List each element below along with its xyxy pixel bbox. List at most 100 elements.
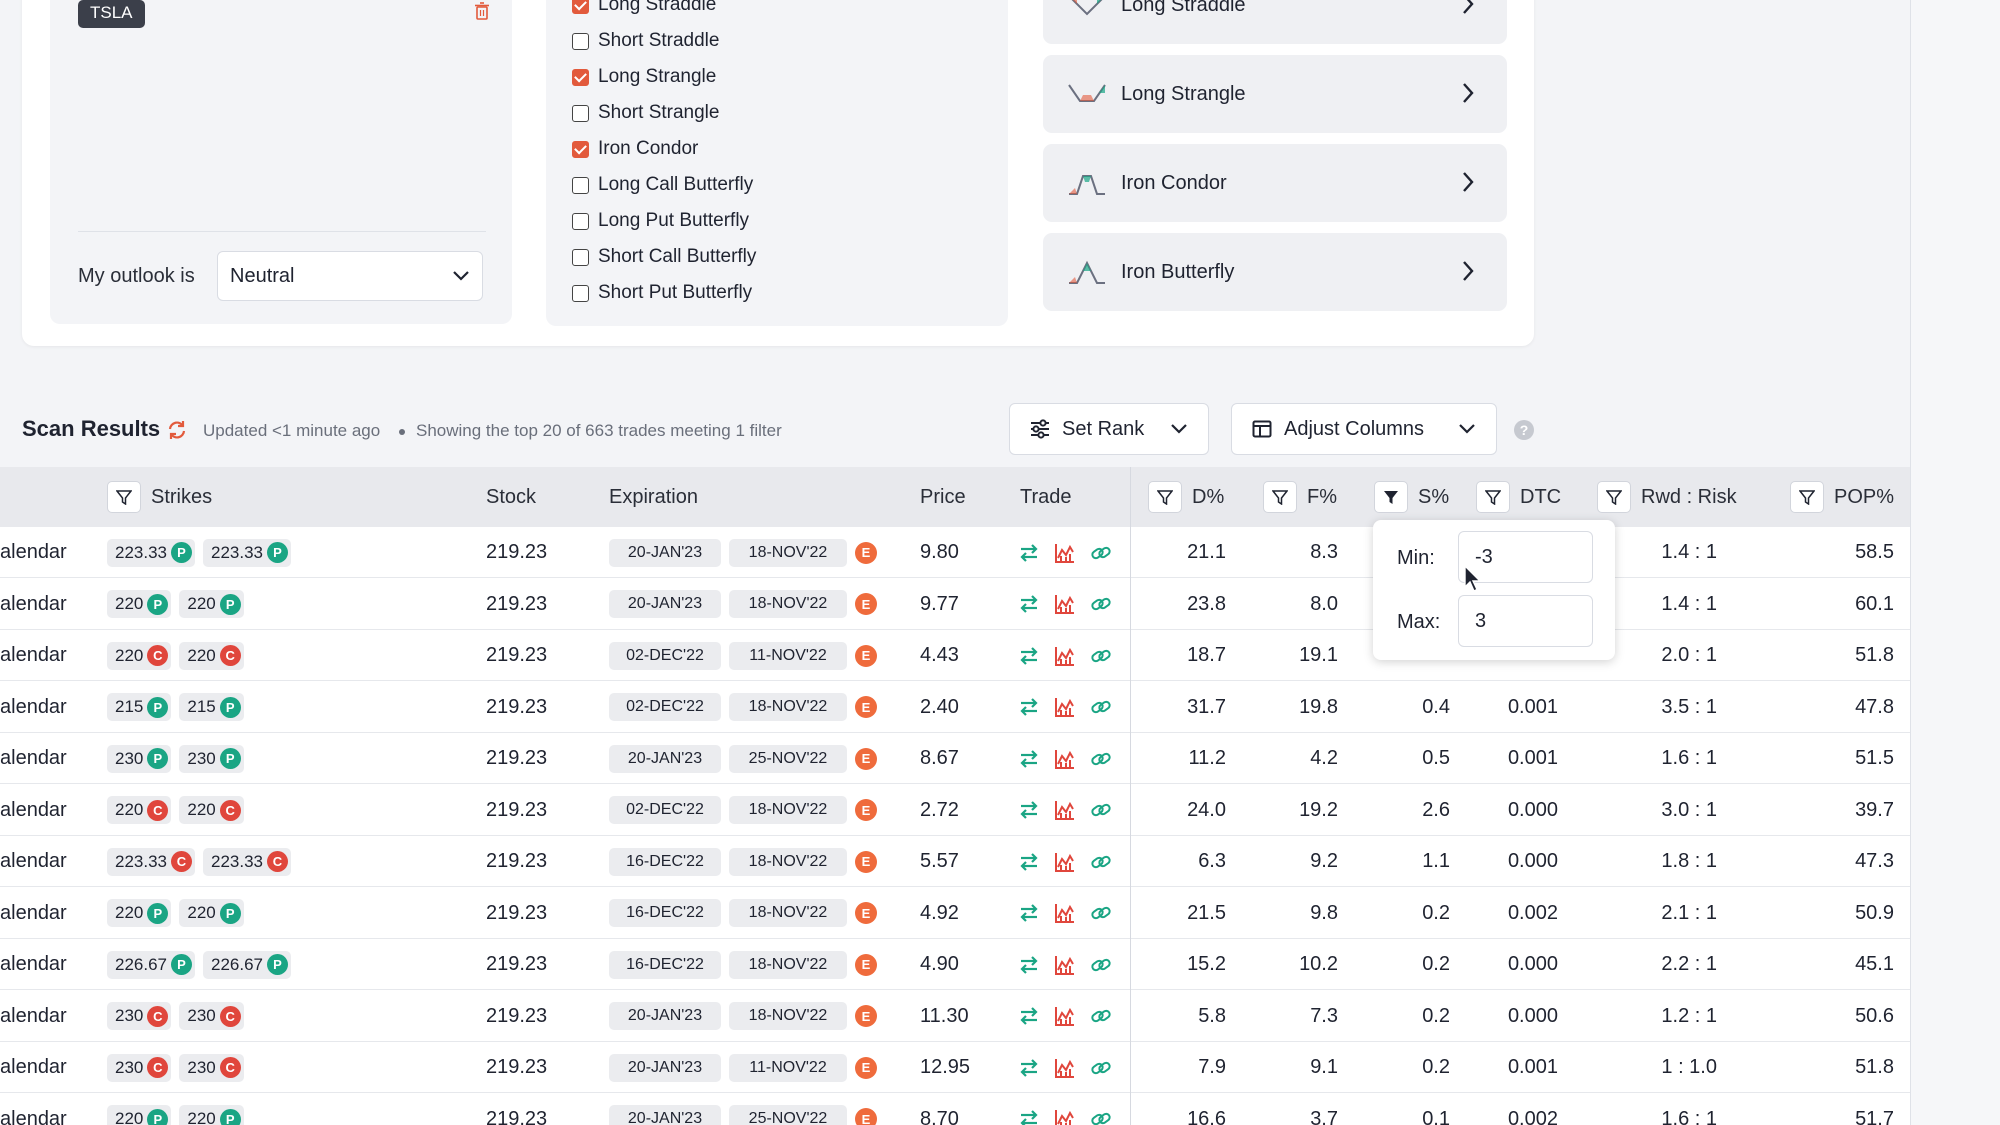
column-header-trade[interactable]: Trade xyxy=(1020,467,1072,527)
chart-icon[interactable] xyxy=(1054,954,1076,976)
link-icon[interactable] xyxy=(1090,593,1112,615)
table-row[interactable]: alendar 230 C 230 C 219.23 20-JAN'23 11-NOV'22 E… xyxy=(0,1042,1910,1093)
link-icon[interactable] xyxy=(1090,902,1112,924)
strategy-checkbox-row[interactable]: Long Strangle xyxy=(572,66,716,88)
strategy-checkbox-row[interactable]: Long Straddle xyxy=(572,0,716,16)
checkbox[interactable] xyxy=(572,284,589,302)
table-row[interactable]: alendar 220 P 220 P 219.23 20-JAN'23 18-NOV'22 E… xyxy=(0,579,1910,630)
swap-icon[interactable] xyxy=(1018,748,1040,770)
checkbox[interactable] xyxy=(572,176,589,194)
table-row[interactable]: alendar 230 C 230 C 219.23 20-JAN'23 18-NOV'22 E… xyxy=(0,991,1910,1042)
filter-button[interactable] xyxy=(1597,481,1631,513)
help-icon[interactable]: ? xyxy=(1514,420,1534,440)
chart-icon[interactable] xyxy=(1054,748,1076,770)
outlook-select[interactable]: Neutral xyxy=(217,251,483,301)
column-header-pop-pct[interactable]: POP% xyxy=(1790,467,1894,527)
checkbox[interactable] xyxy=(572,140,589,158)
link-icon[interactable] xyxy=(1090,696,1112,718)
swap-icon[interactable] xyxy=(1018,593,1040,615)
table-row[interactable]: alendar 220 P 220 P 219.23 16-DEC'22 18-NOV'22 E… xyxy=(0,888,1910,939)
chart-icon[interactable] xyxy=(1054,593,1076,615)
chart-icon[interactable] xyxy=(1054,1005,1076,1027)
checkbox[interactable] xyxy=(572,104,589,122)
table-row[interactable]: alendar 220 C 220 C 219.23 02-DEC'22 11-NOV'22 E… xyxy=(0,630,1910,681)
checkbox[interactable] xyxy=(572,0,589,14)
chart-icon[interactable] xyxy=(1054,799,1076,821)
column-header-f-pct[interactable]: F% xyxy=(1263,467,1337,527)
strategy-checkbox-row[interactable]: Short Call Butterfly xyxy=(572,246,756,268)
filter-button[interactable] xyxy=(1148,481,1182,513)
strategy-checkbox-row[interactable]: Short Straddle xyxy=(572,30,719,52)
strategy-checkbox-row[interactable]: Short Strangle xyxy=(572,102,719,124)
filter-button[interactable] xyxy=(107,481,141,513)
chart-icon[interactable] xyxy=(1054,1108,1076,1125)
swap-icon[interactable] xyxy=(1018,902,1040,924)
filter-button[interactable] xyxy=(1476,481,1510,513)
table-row[interactable]: alendar 215 P 215 P 219.23 02-DEC'22 18-NOV'22 E… xyxy=(0,682,1910,733)
set-rank-button[interactable]: Set Rank xyxy=(1009,403,1209,455)
chart-icon[interactable] xyxy=(1054,1057,1076,1079)
chart-icon[interactable] xyxy=(1054,902,1076,924)
link-icon[interactable] xyxy=(1090,954,1112,976)
adjust-columns-button[interactable]: Adjust Columns xyxy=(1231,403,1497,455)
strategy-card[interactable]: Long Strangle xyxy=(1043,55,1507,133)
chart-icon[interactable] xyxy=(1054,645,1076,667)
swap-icon[interactable] xyxy=(1018,1108,1040,1125)
refresh-icon[interactable] xyxy=(166,419,188,441)
swap-icon[interactable] xyxy=(1018,1057,1040,1079)
column-header-rwd-risk[interactable]: Rwd : Risk xyxy=(1597,467,1737,527)
link-icon[interactable] xyxy=(1090,1108,1112,1125)
swap-icon[interactable] xyxy=(1018,645,1040,667)
link-icon[interactable] xyxy=(1090,1005,1112,1027)
filter-button[interactable] xyxy=(1374,481,1408,513)
strategy-checkbox-row[interactable]: Long Call Butterfly xyxy=(572,174,753,196)
max-input[interactable] xyxy=(1458,595,1593,647)
table-row[interactable]: alendar 220 P 220 P 219.23 20-JAN'23 25-NOV'22 E… xyxy=(0,1094,1910,1125)
checkbox[interactable] xyxy=(572,248,589,266)
link-icon[interactable] xyxy=(1090,542,1112,564)
column-header-price[interactable]: Price xyxy=(920,467,966,527)
column-header-s-pct[interactable]: S% xyxy=(1374,467,1449,527)
chart-icon[interactable] xyxy=(1054,851,1076,873)
swap-icon[interactable] xyxy=(1018,954,1040,976)
table-row[interactable]: alendar 220 C 220 C 219.23 02-DEC'22 18-NOV'22 E… xyxy=(0,785,1910,836)
link-icon[interactable] xyxy=(1090,799,1112,821)
table-row[interactable]: alendar 230 P 230 P 219.23 20-JAN'23 25-NOV'22 E… xyxy=(0,733,1910,784)
strategy-checkbox-row[interactable]: Long Put Butterfly xyxy=(572,210,749,232)
filter-button[interactable] xyxy=(1790,481,1824,513)
checkbox[interactable] xyxy=(572,68,589,86)
swap-icon[interactable] xyxy=(1018,696,1040,718)
column-header-expiration[interactable]: Expiration xyxy=(609,467,698,527)
checkbox[interactable] xyxy=(572,32,589,50)
ticker-tag[interactable]: TSLA xyxy=(78,0,145,28)
strategy-card[interactable]: Iron Condor xyxy=(1043,144,1507,222)
chart-icon[interactable] xyxy=(1054,542,1076,564)
trash-icon[interactable] xyxy=(474,2,490,20)
link-icon[interactable] xyxy=(1090,748,1112,770)
f-pct: 10.2 xyxy=(1263,939,1338,990)
checkbox[interactable] xyxy=(572,212,589,230)
min-input[interactable] xyxy=(1458,531,1593,583)
column-header-strikes[interactable]: Strikes xyxy=(107,467,212,527)
link-icon[interactable] xyxy=(1090,1057,1112,1079)
strategy-checkbox-row[interactable]: Short Put Butterfly xyxy=(572,282,752,304)
column-header-stock[interactable]: Stock xyxy=(486,467,536,527)
link-icon[interactable] xyxy=(1090,851,1112,873)
table-row[interactable]: alendar 223.33 P 223.33 P 219.23 20-JAN'23 18-N… xyxy=(0,527,1910,578)
chart-icon[interactable] xyxy=(1054,696,1076,718)
swap-icon[interactable] xyxy=(1018,1005,1040,1027)
strike-value: 220 xyxy=(115,903,144,922)
column-header-d-pct[interactable]: D% xyxy=(1148,467,1224,527)
swap-icon[interactable] xyxy=(1018,851,1040,873)
column-header-dtc[interactable]: DTC xyxy=(1476,467,1561,527)
filter-button[interactable] xyxy=(1263,481,1297,513)
table-row[interactable]: alendar 226.67 P 226.67 P 219.23 16-DEC'22 18-N… xyxy=(0,939,1910,990)
table-row[interactable]: alendar 223.33 C 223.33 C 219.23 16-DEC'22 18-N… xyxy=(0,836,1910,887)
swap-icon[interactable] xyxy=(1018,542,1040,564)
link-icon[interactable] xyxy=(1090,645,1112,667)
swap-icon[interactable] xyxy=(1018,799,1040,821)
dtc: 0.000 xyxy=(1476,939,1558,990)
strategy-card[interactable]: Iron Butterfly xyxy=(1043,233,1507,311)
strategy-checkbox-row[interactable]: Iron Condor xyxy=(572,138,698,160)
strategy-card[interactable]: Long Straddle xyxy=(1043,0,1507,44)
